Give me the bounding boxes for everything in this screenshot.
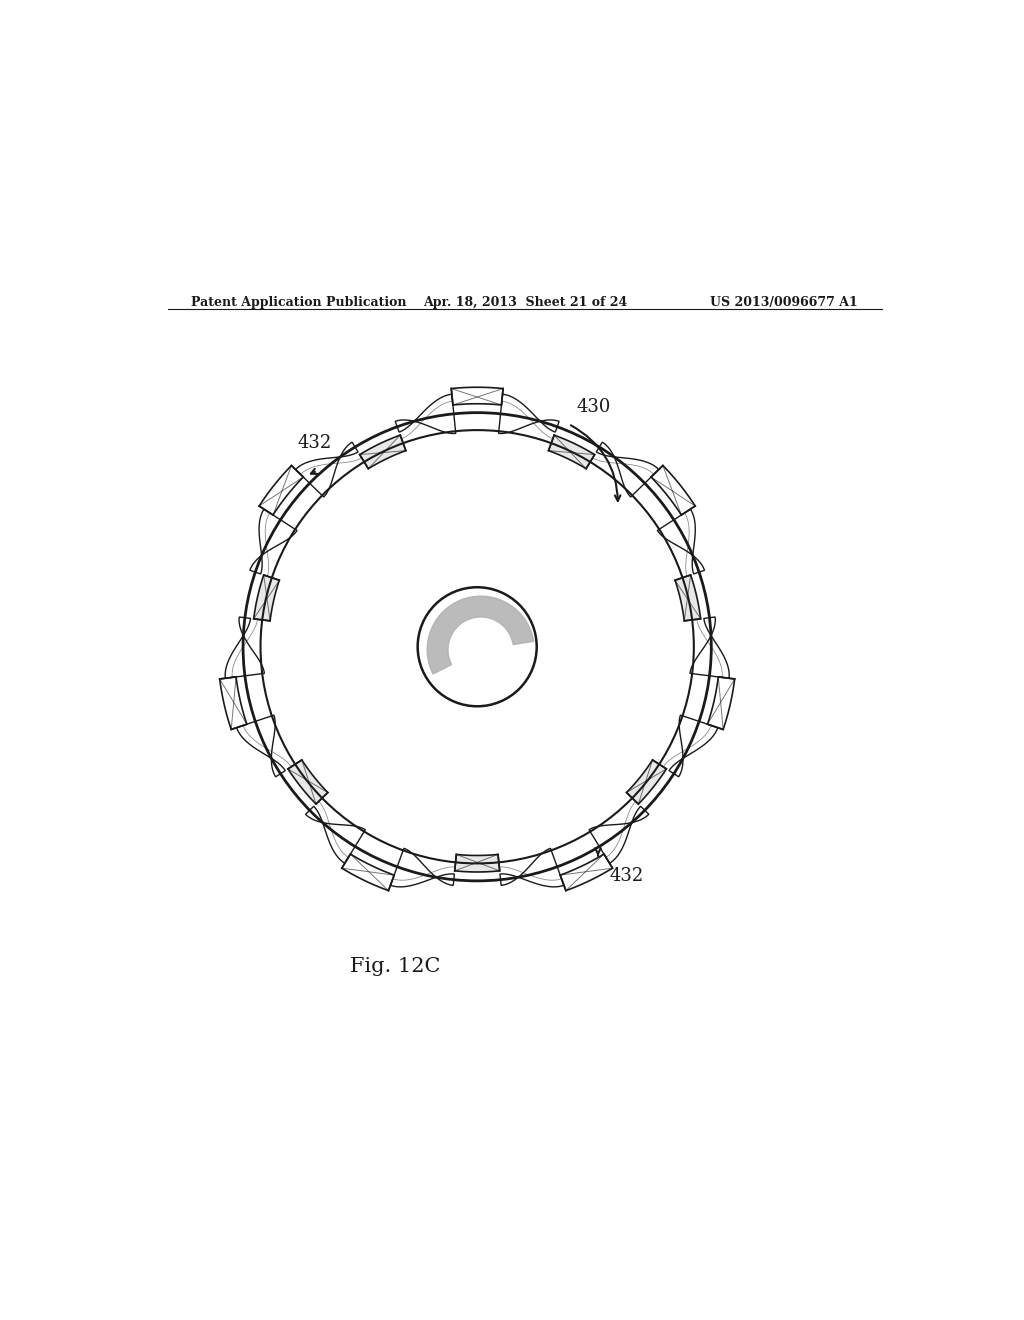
Polygon shape — [237, 715, 286, 777]
Polygon shape — [560, 854, 612, 891]
Polygon shape — [254, 576, 280, 620]
Text: US 2013/0096677 A1: US 2013/0096677 A1 — [711, 296, 858, 309]
Polygon shape — [220, 677, 247, 730]
Polygon shape — [296, 442, 358, 498]
Polygon shape — [549, 436, 595, 469]
Polygon shape — [342, 854, 394, 891]
Polygon shape — [675, 576, 700, 620]
Polygon shape — [690, 616, 729, 678]
Polygon shape — [596, 442, 658, 498]
Polygon shape — [288, 760, 328, 804]
Text: 432: 432 — [610, 867, 644, 886]
Text: 432: 432 — [298, 434, 332, 453]
Polygon shape — [427, 597, 534, 675]
Text: 430: 430 — [577, 399, 610, 416]
Text: Fig. 12C: Fig. 12C — [350, 957, 440, 975]
Polygon shape — [395, 395, 456, 433]
Polygon shape — [657, 510, 705, 574]
Polygon shape — [225, 616, 264, 678]
Circle shape — [264, 434, 690, 859]
Polygon shape — [427, 597, 534, 675]
Text: Patent Application Publication: Patent Application Publication — [191, 296, 407, 309]
Polygon shape — [359, 436, 406, 469]
Polygon shape — [259, 466, 303, 515]
Circle shape — [243, 413, 712, 880]
Text: Apr. 18, 2013  Sheet 21 of 24: Apr. 18, 2013 Sheet 21 of 24 — [423, 296, 627, 309]
Circle shape — [211, 381, 743, 912]
Circle shape — [418, 587, 537, 706]
Polygon shape — [452, 387, 503, 405]
Polygon shape — [708, 677, 734, 730]
Polygon shape — [500, 849, 564, 887]
Circle shape — [418, 587, 537, 706]
Polygon shape — [651, 466, 695, 515]
Polygon shape — [669, 715, 718, 777]
Polygon shape — [499, 395, 559, 433]
Polygon shape — [589, 807, 649, 863]
Polygon shape — [305, 807, 366, 863]
Polygon shape — [250, 510, 297, 574]
Polygon shape — [390, 849, 455, 887]
Polygon shape — [627, 760, 667, 804]
Polygon shape — [455, 854, 500, 873]
